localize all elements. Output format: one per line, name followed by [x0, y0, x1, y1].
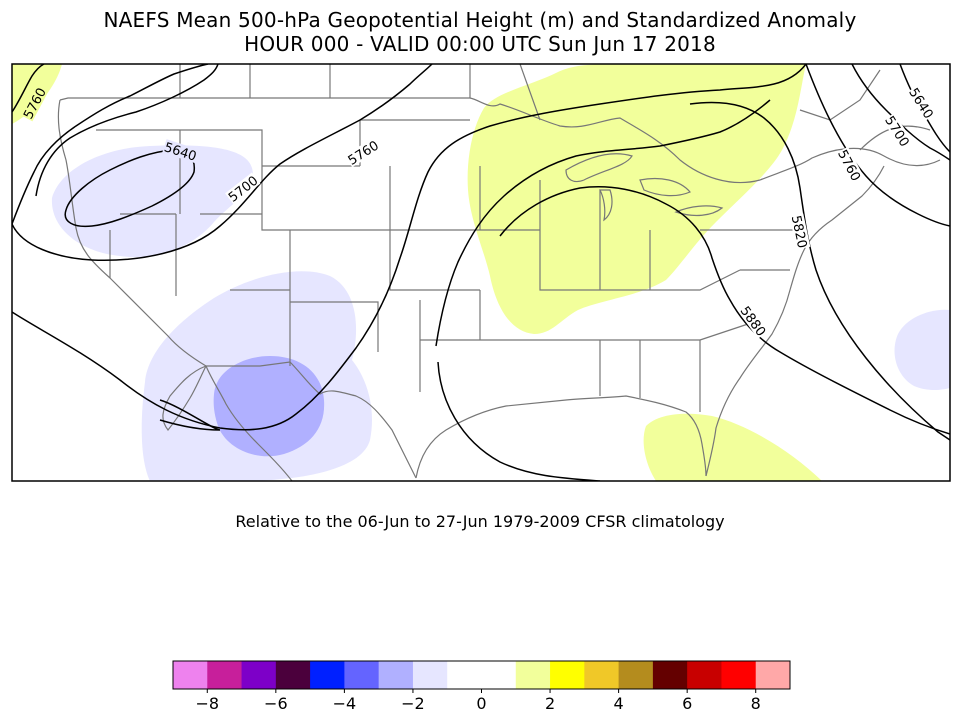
- mexico-pacific-coast: [205, 365, 293, 481]
- contour-5700-west-upper: [12, 64, 209, 225]
- colorbar-tick-label: 6: [682, 694, 692, 713]
- colorbar-swatch: [173, 661, 208, 689]
- positive-anomaly-florida: [643, 413, 822, 481]
- colorbar-swatch: [412, 661, 448, 689]
- contour-label: 5820: [788, 214, 810, 249]
- colorbar-tick-label: 0: [476, 694, 486, 713]
- colorbar-swatch: [447, 661, 482, 689]
- colorbar-tick-label: 4: [614, 694, 624, 713]
- us-mexico-border: [206, 361, 417, 479]
- contour-5760-northeast: [805, 64, 950, 227]
- colorbar-swatch: [481, 661, 517, 689]
- colorbar-swatch: [652, 661, 688, 689]
- contour-5760-mid: [35, 64, 219, 197]
- colorbar-tick-label: 8: [751, 694, 761, 713]
- colorbar-swatch: [275, 661, 311, 689]
- climatology-note: Relative to the 06-Jun to 27-Jun 1979-20…: [235, 512, 725, 531]
- colorbar-swatch: [687, 661, 722, 689]
- contour-5640: [64, 149, 196, 228]
- map-frame: [11, 63, 951, 482]
- colorbar-swatch: [618, 661, 654, 689]
- great-lakes: [565, 153, 724, 222]
- negative-anomaly-northwest: [51, 145, 253, 258]
- negative-anomaly-atlantic: [894, 309, 950, 390]
- colorbar-swatch: [515, 661, 551, 689]
- colorbar-swatch: [550, 661, 585, 689]
- contour-5700-northeast: [851, 64, 950, 161]
- political-boundaries: [57, 64, 941, 481]
- colorbar-tick-label: 2: [545, 694, 555, 713]
- colorbar-tick-label: −2: [401, 694, 425, 713]
- colorbar-tick-label: −4: [333, 694, 357, 713]
- us-west-coast: [57, 99, 207, 367]
- gulf-coast: [415, 395, 707, 479]
- negative-anomaly-mexico-core: [213, 356, 325, 457]
- map-title: NAEFS Mean 500-hPa Geopotential Height (…: [103, 8, 857, 32]
- atlantic-coast: [705, 165, 885, 477]
- colorbar-swatch: [207, 661, 243, 689]
- baja-california: [162, 365, 207, 431]
- contour-5700-west: [12, 64, 433, 261]
- colorbar-tick-label: −6: [264, 694, 288, 713]
- canadian-provinces: [179, 64, 931, 151]
- colorbar-swatch: [378, 661, 414, 689]
- colorbar-swatch: [310, 661, 345, 689]
- colorbar-swatch: [721, 661, 757, 689]
- contour-5760-main: [12, 64, 807, 431]
- colorbar-tick-label: −8: [195, 694, 219, 713]
- colorbar-swatch: [241, 661, 277, 689]
- colorbar-swatch: [344, 661, 380, 689]
- contour-5760-nw: [12, 64, 45, 113]
- colorbar-swatch: [584, 661, 620, 689]
- colorbar-swatch: [755, 661, 791, 689]
- map-valid-time: HOUR 000 - VALID 00:00 UTC Sun Jun 17 20…: [244, 32, 716, 56]
